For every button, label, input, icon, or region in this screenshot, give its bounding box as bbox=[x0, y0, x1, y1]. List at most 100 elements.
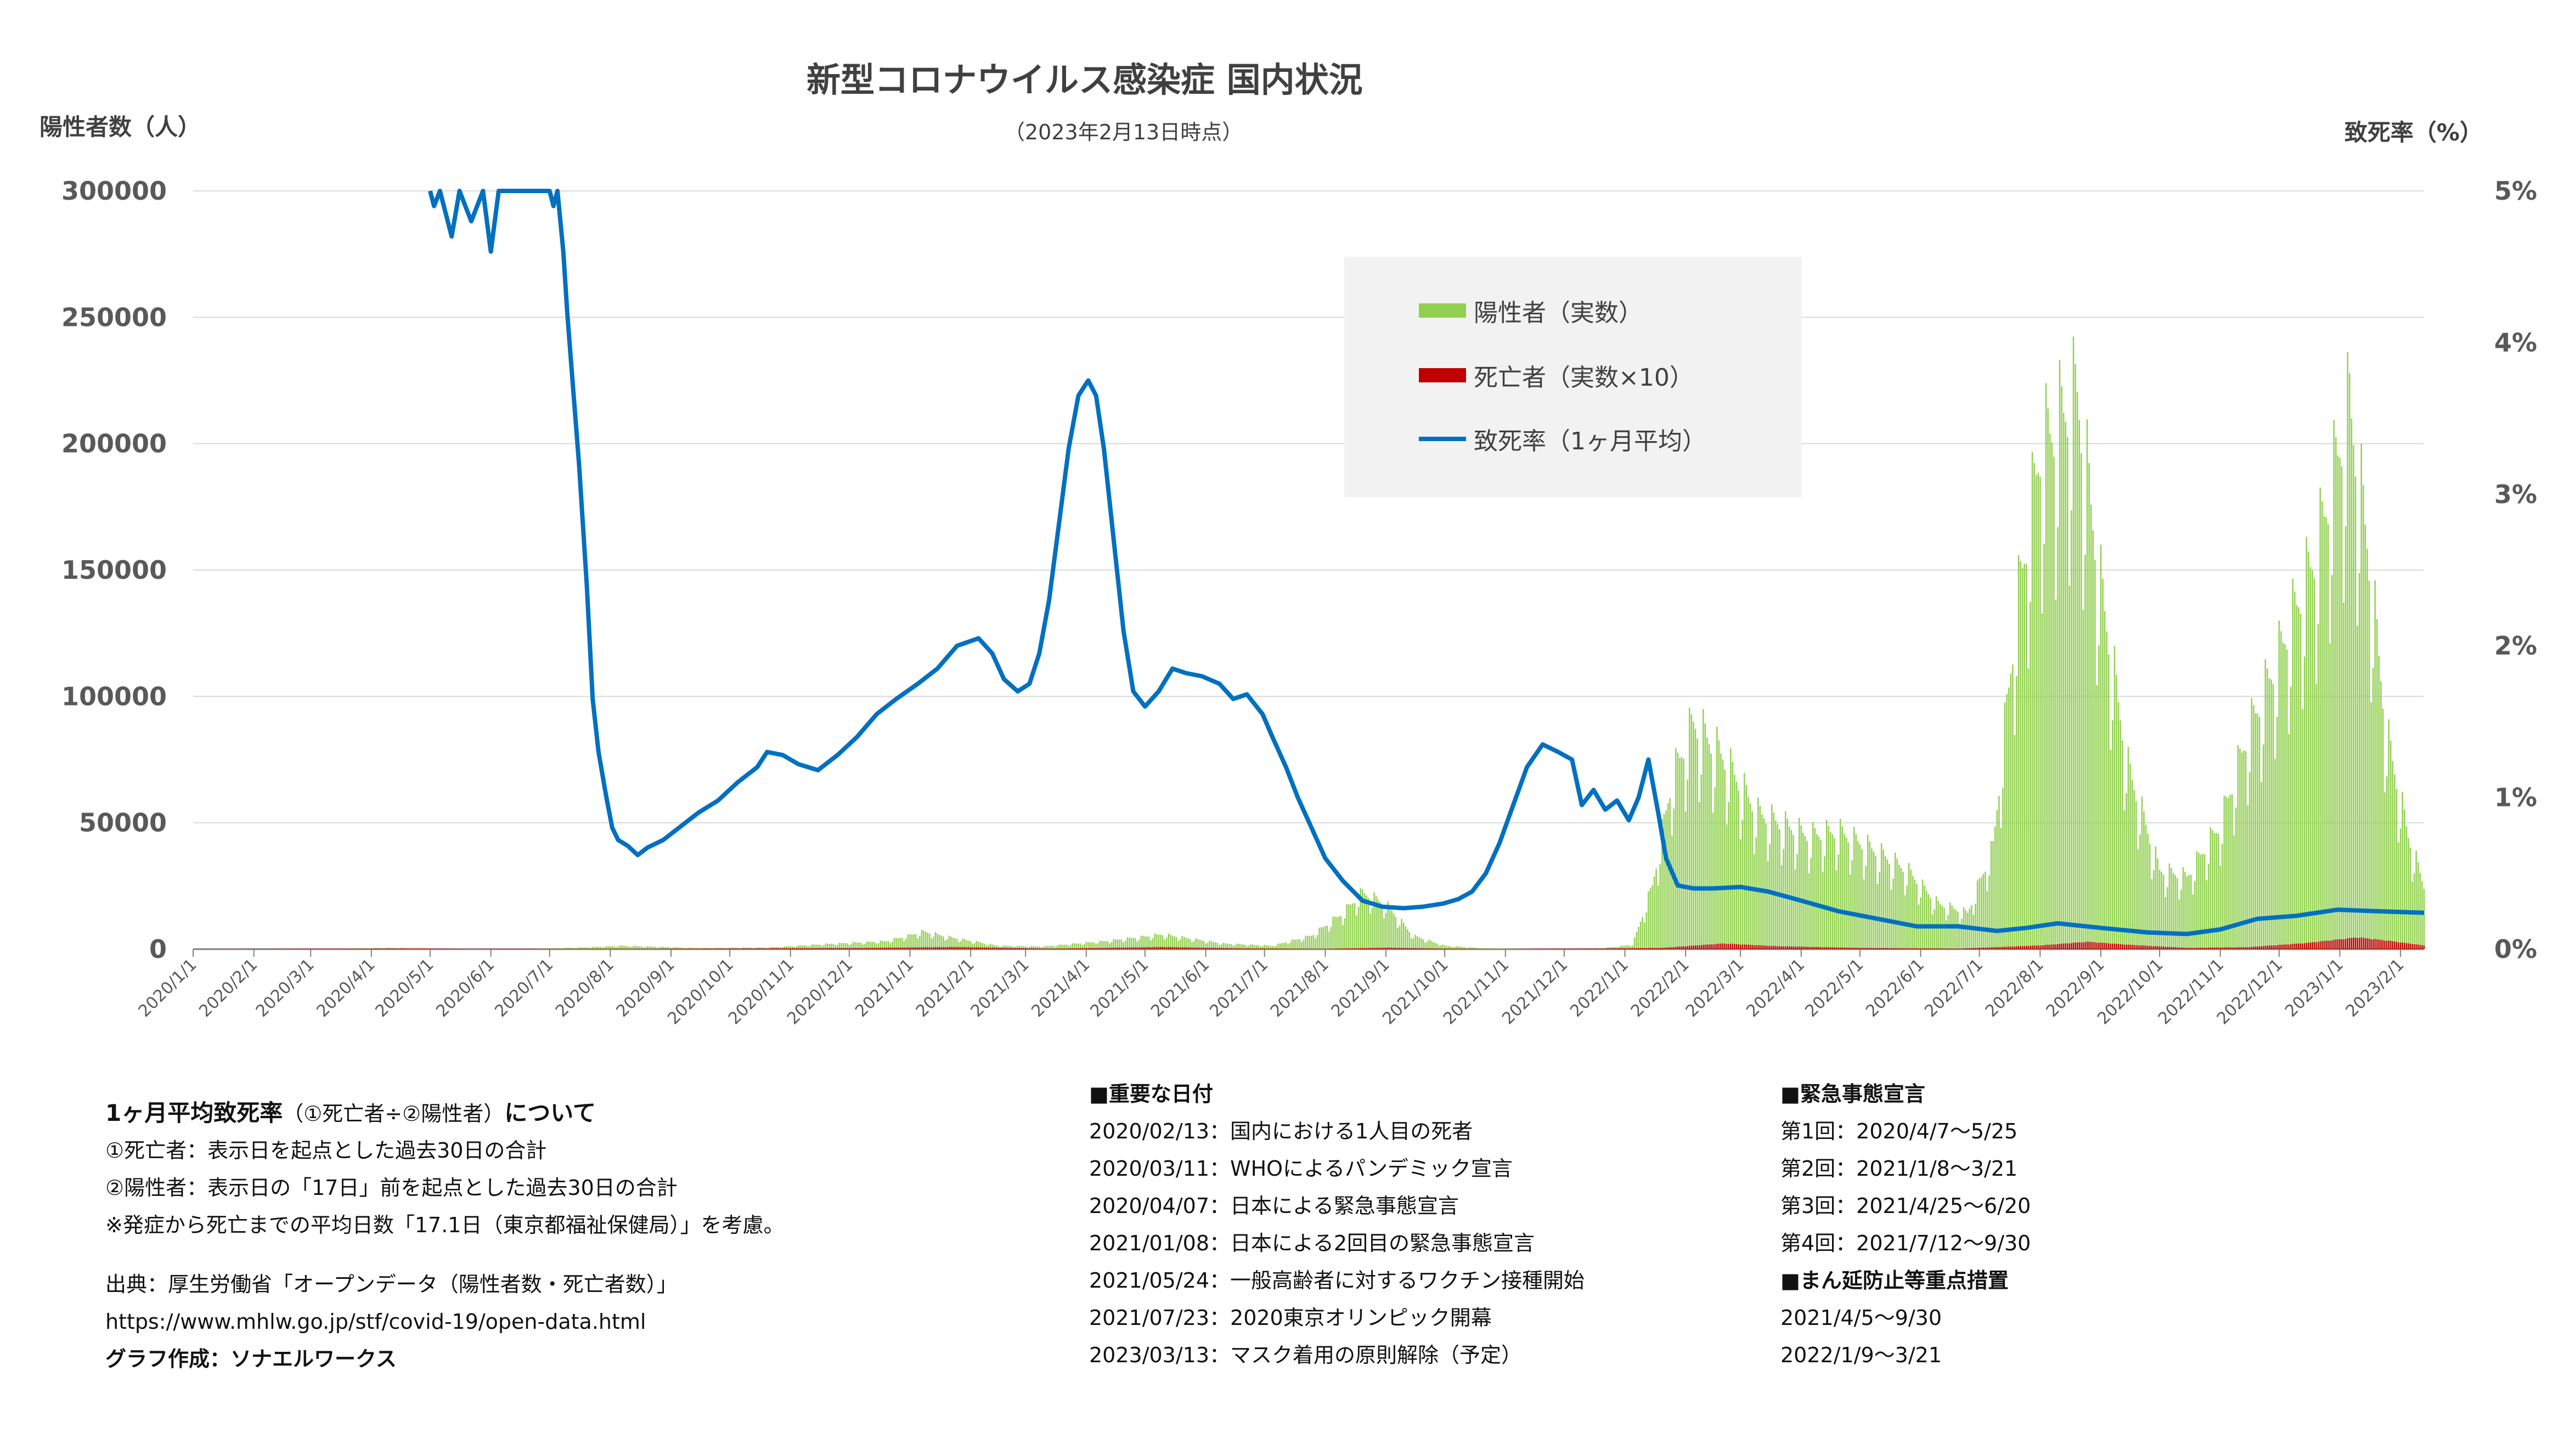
positive-bar bbox=[1708, 744, 1710, 949]
death-bar bbox=[2411, 944, 2413, 949]
death-bar bbox=[1741, 944, 1743, 949]
death-bar bbox=[1708, 944, 1710, 949]
death-bar bbox=[1679, 946, 1681, 949]
positive-bar bbox=[1822, 872, 1824, 949]
positive-bar bbox=[1961, 918, 1963, 949]
positive-bar bbox=[598, 946, 600, 949]
x-tick-label: 2022/2/1 bbox=[1627, 955, 1693, 1021]
death-bar bbox=[2350, 938, 2353, 949]
death-bar bbox=[1236, 948, 1238, 949]
death-bar bbox=[1859, 947, 1861, 949]
death-bar bbox=[2288, 944, 2290, 949]
death-bar bbox=[989, 947, 991, 949]
death-bar bbox=[1160, 947, 1162, 949]
death-bar bbox=[2076, 942, 2078, 949]
death-bar bbox=[2149, 946, 2151, 949]
death-bar bbox=[2131, 945, 2133, 949]
positive-bar bbox=[584, 947, 586, 949]
positive-bar bbox=[956, 939, 958, 949]
death-bar bbox=[1857, 947, 1859, 949]
positive-bar bbox=[1089, 942, 1091, 949]
positive-bar bbox=[2296, 605, 2298, 949]
death-bar bbox=[2006, 946, 2008, 949]
death-bar bbox=[770, 948, 772, 949]
positive-bar bbox=[1105, 941, 1107, 949]
positive-bar bbox=[1150, 940, 1152, 949]
death-bar bbox=[1684, 946, 1687, 949]
positive-bar bbox=[1254, 945, 1256, 949]
positive-bar bbox=[2068, 585, 2071, 949]
positive-bar bbox=[1927, 894, 1930, 949]
x-tick-label: 2021/8/1 bbox=[1267, 955, 1333, 1021]
positive-bar bbox=[1773, 812, 1775, 949]
death-bar bbox=[2012, 946, 2014, 949]
death-bar bbox=[1354, 948, 1356, 949]
positive-bar bbox=[1790, 830, 1793, 949]
positive-bar bbox=[2153, 870, 2155, 949]
positive-bar bbox=[2122, 740, 2123, 949]
positive-bar bbox=[2390, 741, 2392, 949]
positive-bar bbox=[2299, 613, 2302, 949]
positive-bar bbox=[1024, 946, 1027, 949]
death-bar bbox=[2274, 945, 2276, 949]
death-bar bbox=[2349, 938, 2350, 949]
positive-bar bbox=[1885, 856, 1886, 949]
positive-bar bbox=[1816, 834, 1818, 949]
positive-bar bbox=[1793, 835, 1794, 949]
positive-bar bbox=[1808, 873, 1810, 949]
death-bar bbox=[2341, 939, 2343, 949]
positive-bar bbox=[1767, 861, 1769, 949]
positive-bar bbox=[623, 945, 625, 949]
positive-bar bbox=[1113, 939, 1115, 949]
positive-bar bbox=[1765, 823, 1767, 949]
positive-bar bbox=[1023, 946, 1024, 949]
positive-bar bbox=[1334, 916, 1336, 949]
positive-bar bbox=[1642, 917, 1643, 949]
death-bar bbox=[844, 947, 846, 949]
death-bar bbox=[1626, 948, 1628, 949]
y-left-axis-label: 陽性者数（人） bbox=[40, 114, 201, 140]
positive-bar bbox=[621, 945, 623, 949]
positive-bar bbox=[1438, 945, 1440, 949]
death-bar bbox=[1013, 948, 1014, 949]
x-tick-label: 2021/3/1 bbox=[967, 955, 1033, 1021]
positive-bar bbox=[2264, 659, 2267, 949]
positive-bar bbox=[1207, 943, 1209, 949]
death-bar bbox=[1698, 945, 1700, 949]
positive-bar bbox=[664, 947, 666, 949]
positive-bar bbox=[2206, 880, 2208, 949]
positive-bar bbox=[2245, 751, 2247, 949]
positive-bar bbox=[1352, 903, 1354, 949]
death-bar bbox=[1381, 947, 1383, 949]
death-bar bbox=[1405, 947, 1406, 949]
death-bar bbox=[1101, 947, 1103, 949]
death-bar bbox=[2120, 944, 2121, 949]
death-bar bbox=[825, 947, 827, 949]
death-bar bbox=[903, 947, 905, 949]
death-bar bbox=[2113, 943, 2116, 949]
death-bar bbox=[2390, 940, 2392, 949]
positive-bar bbox=[1659, 864, 1661, 949]
death-bar bbox=[858, 947, 860, 949]
positive-bar bbox=[1648, 891, 1649, 949]
death-bar bbox=[1824, 947, 1825, 949]
positive-bar bbox=[1976, 880, 1978, 949]
positive-bar bbox=[1225, 943, 1226, 949]
positive-bar bbox=[2049, 433, 2051, 949]
positive-bar bbox=[1258, 945, 1260, 949]
death-bar bbox=[1871, 947, 1873, 949]
positive-bar bbox=[2192, 894, 2194, 949]
death-bar bbox=[2053, 944, 2055, 949]
death-bar bbox=[1144, 947, 1146, 949]
death-bar bbox=[917, 947, 919, 949]
positive-bar bbox=[1287, 944, 1289, 949]
positive-bar bbox=[633, 945, 635, 949]
death-bar bbox=[2216, 947, 2217, 949]
positive-bar bbox=[1389, 906, 1391, 949]
death-bar bbox=[2286, 944, 2288, 949]
death-bar bbox=[2370, 939, 2372, 949]
positive-bar bbox=[1160, 935, 1162, 949]
x-tick-label: 2023/2/1 bbox=[2342, 955, 2408, 1021]
death-bar bbox=[2254, 946, 2257, 949]
positive-bar bbox=[2319, 487, 2321, 949]
